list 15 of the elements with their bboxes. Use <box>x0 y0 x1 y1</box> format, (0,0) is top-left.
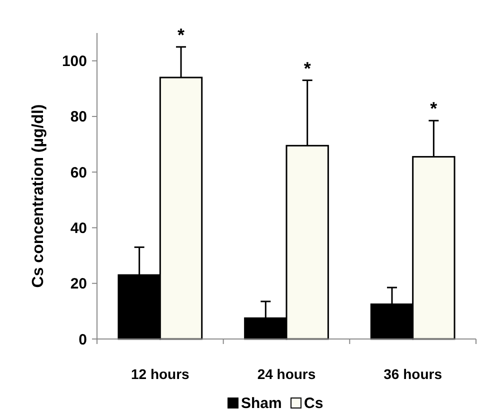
annotation: * <box>430 98 438 119</box>
annotation: * <box>178 24 185 45</box>
y-tick-label: 100 <box>62 53 87 70</box>
y-tick-label: 60 <box>70 164 87 182</box>
y-tick-label: 40 <box>70 220 87 237</box>
legend-label: Cs <box>304 395 324 412</box>
annotation: * <box>304 58 311 78</box>
x-tick-label: 24 hours <box>257 366 316 382</box>
x-tick-label: 12 hours <box>130 366 190 382</box>
y-tick-label: 20 <box>70 276 87 293</box>
legend-label: Sham <box>241 395 282 412</box>
y-tick-label: 80 <box>70 108 87 126</box>
y-axis-title: Cs concentration (µg/dl) <box>30 104 47 288</box>
y-tick-label: 0 <box>78 331 87 348</box>
x-tick-label: 36 hours <box>384 366 442 382</box>
